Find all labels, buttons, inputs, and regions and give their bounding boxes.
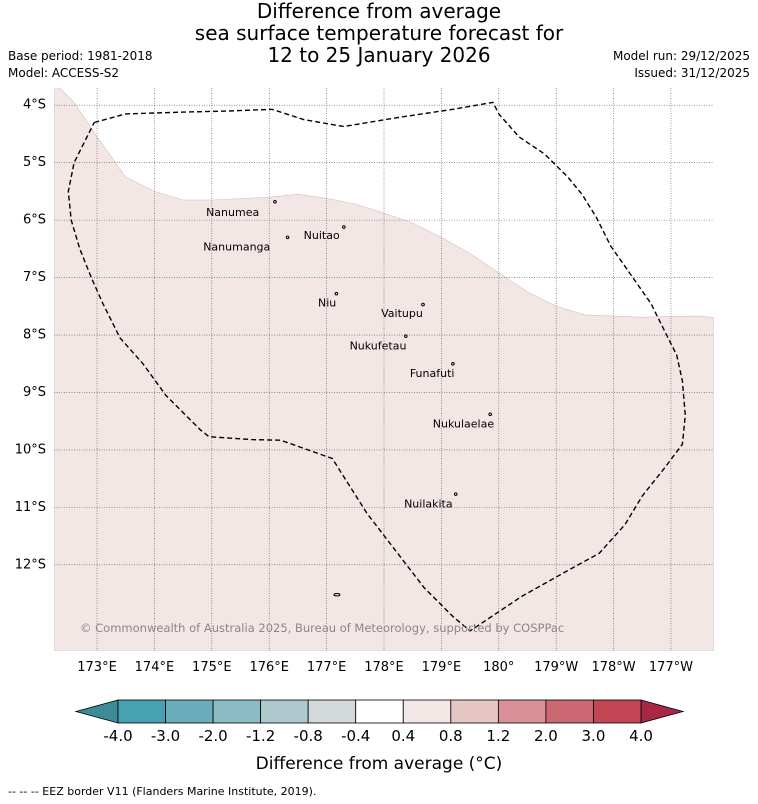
colorbar-tick-label: 0.8 xyxy=(439,727,463,745)
lat-tick-label: 6°S xyxy=(23,213,46,228)
lat-tick-label: 11°S xyxy=(15,500,46,515)
island-marker xyxy=(342,225,346,229)
colorbar-tick-label: 0.4 xyxy=(391,727,415,745)
lon-tick-label: 177°E xyxy=(307,660,347,675)
island-marker xyxy=(421,302,425,307)
island-marker xyxy=(285,235,290,240)
colorbar-over-arrow xyxy=(640,699,685,724)
meta-right: Model run: 29/12/2025 Issued: 31/12/2025 xyxy=(613,48,750,82)
base-period: Base period: 1981-2018 xyxy=(8,49,153,63)
island-label: Nanumanga xyxy=(203,241,270,254)
title-line-3: 12 to 25 January 2026 xyxy=(267,43,491,67)
island-label: Niu xyxy=(318,296,336,309)
colorbar-tick-label: -4.0 xyxy=(103,727,132,745)
colorbar: -4.0 -3.0 -2.0 -1.2 -0.8 -0.4 0.4 0.8 1.2 2.0 3.0 4… xyxy=(74,699,685,745)
title-line-2: sea surface temperature forecast for xyxy=(194,21,564,45)
map-panel: Nanumea Nuitao Nanumanga Niu Vaitupu Nukufeta… xyxy=(15,88,714,675)
colorbar-tick-label: 1.2 xyxy=(486,727,510,745)
colorbar-swatch xyxy=(117,699,166,724)
island-marker xyxy=(404,334,408,338)
colorbar-swatch xyxy=(497,699,547,724)
island-label: Funafuti xyxy=(410,367,455,380)
lon-tick-label: 178°E xyxy=(364,660,404,675)
colorbar-swatch xyxy=(545,699,594,724)
eez-footnote: -- -- -- EEZ border V11 (Flanders Marine… xyxy=(8,785,317,798)
lat-tick-label: 9°S xyxy=(23,385,46,400)
colorbar-swatch xyxy=(402,699,452,724)
colorbar-swatch xyxy=(450,699,499,724)
copyright-text: © Commonwealth of Australia 2025, Bureau… xyxy=(80,621,564,635)
lon-tick-label: 179°W xyxy=(534,660,578,675)
colorbar-tick-label: 3.0 xyxy=(582,727,606,745)
colorbar-tick-label: -0.4 xyxy=(341,727,370,745)
lon-tick-label: 177°W xyxy=(649,660,693,675)
island-marker xyxy=(334,291,339,296)
model-run: Model run: 29/12/2025 xyxy=(612,49,750,63)
lon-tick-label: 178°W xyxy=(591,660,635,675)
issued-date: Issued: 31/12/2025 xyxy=(634,66,750,80)
island-marker xyxy=(451,361,455,366)
lon-tick-label: 176°E xyxy=(249,660,289,675)
colorbar-swatch xyxy=(212,699,262,724)
lon-tick-label: 175°E xyxy=(192,660,232,675)
colorbar-tick-label: -1.2 xyxy=(246,727,275,745)
lat-tick-label: 8°S xyxy=(23,328,46,343)
island-label: Nuitao xyxy=(304,229,340,242)
colorbar-swatch xyxy=(165,699,214,724)
lat-tick-label: 4°S xyxy=(23,98,46,113)
island-label: Nukufetau xyxy=(350,340,407,353)
lon-tick-label: 173°E xyxy=(77,660,117,675)
eez-border-line xyxy=(67,101,687,632)
colorbar-swatch xyxy=(260,699,309,724)
colorbar-tick-label: -3.0 xyxy=(151,727,180,745)
colorbar-swatch xyxy=(307,699,357,724)
island-label: Nuilakita xyxy=(404,498,453,511)
colorbar-tick-label: 4.0 xyxy=(629,727,653,745)
colorbar-tick-label: -2.0 xyxy=(198,727,227,745)
colorbar-label: Difference from average (°C) xyxy=(255,754,503,774)
lat-tick-label: 10°S xyxy=(15,442,46,457)
island-marker xyxy=(273,199,277,204)
colorbar-swatch xyxy=(355,699,404,724)
anomaly-shading xyxy=(54,88,714,651)
colorbar-under-arrow xyxy=(74,699,119,724)
island-marker xyxy=(453,492,458,496)
island-marker xyxy=(488,412,492,417)
colorbar-tick-label: -0.8 xyxy=(294,727,323,745)
chart-title: Difference from average sea surface temp… xyxy=(0,0,758,66)
island-marker xyxy=(333,593,341,597)
colorbar-tick-label: 2.0 xyxy=(534,727,558,745)
lat-tick-label: 5°S xyxy=(23,155,46,170)
colorbar-swatch xyxy=(593,699,642,724)
lat-tick-label: 12°S xyxy=(15,557,46,572)
island-label: Nanumea xyxy=(206,206,259,219)
lon-tick-label: 180° xyxy=(483,660,514,675)
island-label: Vaitupu xyxy=(381,307,423,320)
island-label: Nukulaelae xyxy=(433,418,495,431)
lon-tick-label: 179°E xyxy=(422,660,462,675)
lon-tick-label: 174°E xyxy=(135,660,175,675)
lat-tick-label: 7°S xyxy=(23,270,46,285)
title-line-1: Difference from average xyxy=(256,0,502,23)
meta-left: Base period: 1981-2018 Model: ACCESS-S2 xyxy=(8,48,153,82)
model-name: Model: ACCESS-S2 xyxy=(8,66,120,80)
